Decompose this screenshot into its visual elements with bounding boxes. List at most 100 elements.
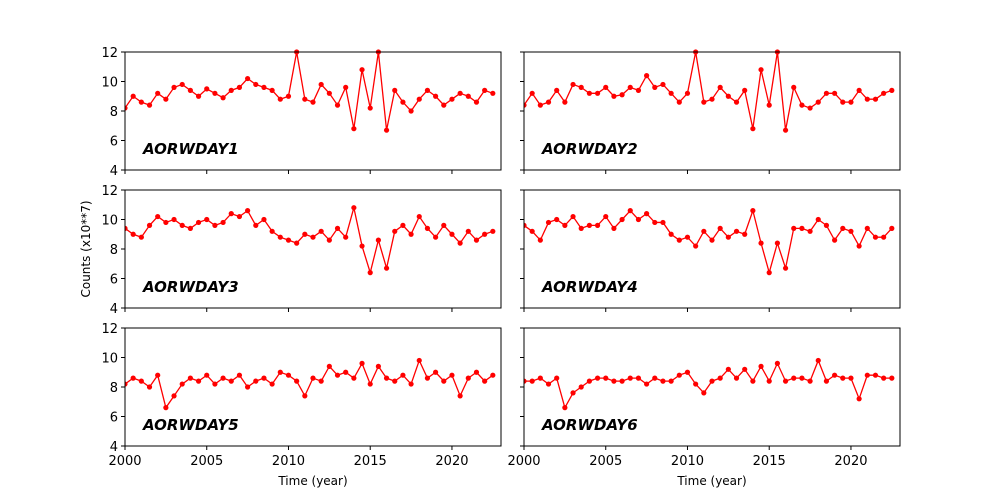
data-point: [627, 208, 633, 214]
data-point: [578, 225, 584, 231]
data-point: [537, 375, 543, 381]
data-point: [524, 222, 527, 228]
data-point: [652, 219, 658, 226]
data-point: [236, 213, 243, 220]
data-point: [611, 225, 617, 231]
plot-frame: [124, 189, 502, 309]
data-point: [545, 219, 552, 226]
data-point: [701, 390, 707, 396]
series-line: [125, 207, 494, 276]
data-point: [343, 234, 349, 240]
data-point: [195, 93, 202, 99]
data-point: [457, 393, 463, 399]
data-point: [872, 234, 879, 240]
data-point: [554, 216, 560, 223]
data-point: [294, 378, 300, 384]
data-point: [392, 378, 398, 384]
data-point: [562, 405, 568, 411]
data-point: [465, 93, 471, 99]
data-point: [644, 211, 650, 217]
data-point: [758, 240, 764, 246]
data-point: [586, 222, 592, 228]
data-point: [441, 378, 447, 384]
data-point: [359, 360, 365, 366]
data-point: [326, 90, 332, 96]
data-point: [791, 84, 797, 90]
data-point: [392, 228, 398, 234]
y-tick-label: 10: [101, 214, 118, 229]
data-point: [524, 378, 527, 384]
data-point: [449, 372, 455, 378]
data-point: [383, 375, 390, 381]
data-point: [848, 375, 854, 381]
data-point: [750, 378, 756, 384]
panel-aorwday6: 2000 2005 2010 2015 2020 AORWDAY6: [507, 327, 901, 469]
data-point: [400, 372, 406, 378]
data-point: [823, 222, 830, 228]
data-point: [693, 381, 699, 387]
data-point: [228, 378, 234, 384]
data-point: [449, 96, 455, 102]
data-point: [537, 237, 543, 243]
data-point: [163, 405, 169, 411]
data-point: [212, 381, 218, 387]
data-point: [701, 228, 707, 234]
data-point: [245, 208, 251, 214]
data-point: [864, 225, 870, 231]
data-point: [465, 375, 471, 381]
data-point: [482, 87, 488, 93]
data-point: [433, 234, 439, 240]
data-point: [644, 73, 650, 79]
data-point: [889, 375, 895, 381]
data-point: [644, 381, 650, 387]
data-point: [424, 225, 431, 231]
data-point: [310, 375, 316, 381]
data-point: [529, 378, 535, 384]
data-point: [245, 384, 251, 390]
data-point: [351, 126, 357, 132]
data-point: [277, 234, 283, 240]
data-point: [807, 228, 813, 234]
data-point: [236, 84, 243, 90]
data-point: [684, 369, 691, 375]
panel-aorwday3: 4 6 8 10 12 AORWDAY3: [101, 184, 502, 317]
data-point: [594, 90, 601, 96]
data-point: [261, 375, 267, 381]
data-point: [236, 372, 243, 378]
data-point: [326, 237, 332, 243]
data-point: [676, 237, 682, 243]
data-point: [823, 378, 830, 384]
data-point: [545, 99, 552, 105]
data-point: [277, 96, 283, 102]
data-point: [840, 99, 846, 105]
data-point: [782, 378, 789, 384]
series-line: [125, 358, 494, 410]
data-point: [416, 96, 422, 102]
y-tick-label: 10: [101, 76, 118, 91]
data-point: [766, 270, 772, 276]
data-point: [537, 102, 543, 108]
data-point: [285, 237, 292, 243]
data-point: [791, 225, 797, 231]
data-point: [676, 99, 682, 105]
series-line: [125, 51, 494, 131]
data-point: [285, 93, 292, 99]
data-point: [742, 87, 748, 93]
data-point: [228, 211, 234, 217]
data-point: [832, 372, 838, 378]
data-point: [343, 369, 349, 375]
data-point: [155, 372, 161, 378]
data-point: [433, 369, 439, 375]
panel-aorwday2: AORWDAY2: [520, 49, 901, 174]
data-point: [482, 231, 488, 237]
data-point: [774, 360, 780, 366]
data-point: [570, 213, 576, 220]
plot-frame: [523, 327, 901, 447]
x-tick-label: 2010: [671, 454, 704, 469]
data-point: [570, 81, 576, 88]
data-point: [367, 381, 373, 387]
data-point: [441, 222, 447, 228]
x-tick-label: 2015: [354, 454, 387, 469]
data-point: [889, 87, 895, 93]
